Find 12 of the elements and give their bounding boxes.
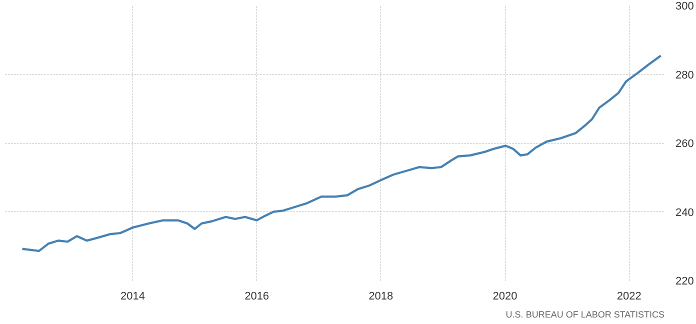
line-series: [21, 54, 662, 252]
y-tick-label: 300: [676, 0, 694, 12]
x-tick-label: 2014: [120, 290, 145, 302]
text: U.S. BUREAU OF LABOR STATISTICS: [506, 310, 665, 320]
x-tick-label: 2022: [616, 290, 642, 302]
y-tick-label: 280: [676, 69, 694, 82]
y-tick-label: 260: [676, 138, 694, 150]
y-tick-label: 220: [676, 276, 694, 288]
x-tick-label: 2016: [244, 290, 270, 302]
x-tick-label: 2020: [492, 290, 518, 302]
x-tick-label: 2018: [368, 290, 394, 302]
y-tick-label: 240: [676, 206, 694, 219]
